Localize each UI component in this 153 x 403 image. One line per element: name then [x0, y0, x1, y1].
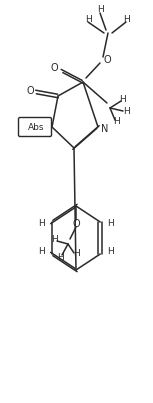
- Text: H: H: [51, 235, 57, 245]
- Text: Abs: Abs: [28, 123, 44, 131]
- Text: H: H: [97, 6, 103, 15]
- Text: H: H: [124, 108, 130, 116]
- Text: H: H: [38, 220, 45, 229]
- Text: H: H: [85, 15, 91, 25]
- Text: H: H: [107, 247, 114, 256]
- Text: H: H: [113, 118, 119, 127]
- Text: H: H: [123, 15, 129, 25]
- Text: H: H: [73, 249, 79, 258]
- Text: O: O: [50, 63, 58, 73]
- Text: O: O: [26, 86, 34, 96]
- Text: H: H: [107, 220, 114, 229]
- Text: O: O: [103, 55, 111, 65]
- Text: H: H: [57, 253, 63, 262]
- Text: N: N: [101, 124, 109, 134]
- FancyBboxPatch shape: [19, 118, 52, 137]
- Text: O: O: [72, 219, 80, 229]
- Text: H: H: [120, 96, 126, 104]
- Text: H: H: [38, 247, 45, 256]
